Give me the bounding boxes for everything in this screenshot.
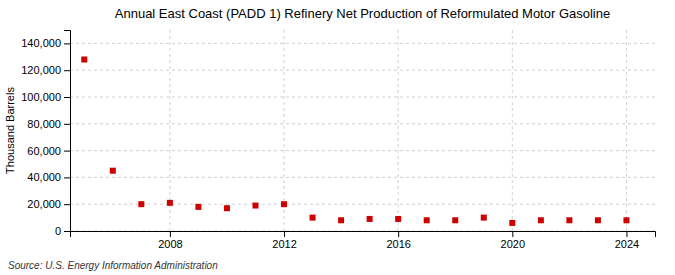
point [595,217,601,223]
title: Annual East Coast (PADD 1) Refinery Net … [115,6,610,21]
grid-line [512,30,513,231]
y-axis-title: Thousand Barrels [4,87,16,174]
point [509,220,515,226]
y-tick-mark [64,177,70,178]
y-axis-line [64,31,71,232]
x-tick: 2024 [615,231,639,250]
y-tick: 80,000 [27,118,70,130]
point [481,215,487,221]
grid-line [70,43,655,44]
x-tick-mark [512,231,513,237]
y-tick: 40,000 [27,171,70,183]
y-tick-mark [64,204,70,205]
x-tick: 2012 [272,231,296,250]
x-tick: 2020 [501,231,525,250]
chart: 2008 2012 2016 2020 2024 0 20,000 40,000 60,000 8… [0,0,675,275]
x-tick-label: 2012 [272,238,296,250]
point [538,217,544,223]
point [623,217,629,223]
x-tick-label: 2024 [615,238,639,250]
y-tick-label: 120,000 [21,64,61,76]
y-axis: 0 20,000 40,000 60,000 80,000 100,000 120,000 1… [21,31,70,238]
point [110,168,116,174]
grid-line [70,123,655,124]
point [424,217,430,223]
y-tick-label: 100,000 [21,91,61,103]
x-tick-label: 2016 [386,238,410,250]
y-tick: 0 [55,225,70,237]
y-tick: 100,000 [21,91,70,103]
grid-line [70,70,655,71]
x-tick: 2008 [158,231,182,250]
grid-line [70,177,655,178]
grid-line [284,30,285,231]
x-axis-line [71,232,656,238]
y-tick-mark [64,70,70,71]
x-tick-mark [170,231,171,237]
y-tick-label: 40,000 [27,171,61,183]
point [367,216,373,222]
point [167,200,173,206]
x-tick-mark [626,231,627,237]
x-tick-label: 2020 [501,238,525,250]
y-tick: 120,000 [21,64,70,76]
y-tick-mark [64,43,70,44]
x-axis: 2008 2012 2016 2020 2024 [71,231,656,250]
y-tick-label: 20,000 [27,198,61,210]
point [338,217,344,223]
grid [70,30,655,231]
grid-line [626,30,627,231]
grid-line [70,204,655,205]
plot: 2008 2012 2016 2020 2024 0 20,000 40,000 60,000 8… [21,30,655,250]
y-tick: 60,000 [27,145,70,157]
y-tick: 20,000 [27,198,70,210]
point [395,216,401,222]
y-tick-label: 80,000 [27,118,61,130]
grid-line [70,150,655,151]
point [281,201,287,207]
grid-line [398,30,399,231]
y-tick-mark [64,97,70,98]
point [452,217,458,223]
y-tick-mark [64,231,70,232]
point [195,204,201,210]
annotation: Source: U.S. Energy Information Administ… [8,260,218,271]
point [310,215,316,221]
points [81,56,629,225]
grid-line [70,97,655,98]
x-tick-mark [284,231,285,237]
y-tick-label: 140,000 [21,37,61,49]
point [252,203,258,209]
x-tick: 2016 [386,231,410,250]
point [224,205,230,211]
point [81,56,87,62]
point [138,201,144,207]
x-tick-label: 2008 [158,238,182,250]
x-tick-mark [398,231,399,237]
point [566,217,572,223]
y-tick: 140,000 [21,37,70,49]
y-tick-label: 60,000 [27,145,61,157]
y-tick-mark [64,151,70,152]
y-tick-mark [64,124,70,125]
y-tick-label: 0 [55,225,61,237]
